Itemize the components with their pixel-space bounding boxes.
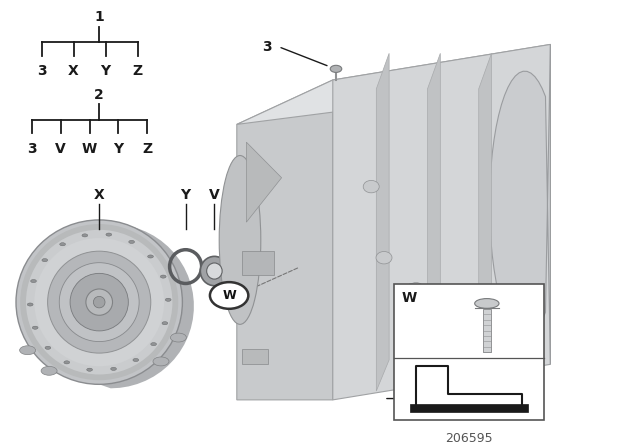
Polygon shape (333, 44, 550, 400)
Ellipse shape (86, 368, 92, 371)
Text: Y: Y (180, 188, 191, 202)
Ellipse shape (42, 258, 47, 262)
Ellipse shape (82, 234, 88, 237)
Ellipse shape (111, 367, 116, 370)
Ellipse shape (47, 251, 151, 353)
Text: —Z: —Z (435, 310, 460, 325)
Ellipse shape (151, 343, 157, 346)
Ellipse shape (28, 303, 33, 306)
Ellipse shape (330, 65, 342, 73)
Text: W: W (82, 142, 97, 156)
Ellipse shape (60, 263, 139, 341)
Ellipse shape (364, 181, 380, 193)
Ellipse shape (475, 298, 499, 308)
Text: Z: Z (132, 65, 143, 78)
Ellipse shape (20, 224, 178, 380)
Text: X: X (94, 188, 104, 202)
Text: 1: 1 (94, 10, 104, 25)
Ellipse shape (165, 298, 171, 302)
Text: V: V (209, 188, 220, 202)
Text: W: W (401, 291, 417, 305)
Bar (242, 251, 274, 276)
Ellipse shape (26, 230, 172, 375)
Ellipse shape (20, 346, 36, 355)
Ellipse shape (133, 358, 139, 362)
Ellipse shape (376, 251, 392, 264)
Text: X: X (68, 65, 79, 78)
Polygon shape (376, 53, 389, 391)
Ellipse shape (129, 240, 134, 243)
Text: Y: Y (113, 142, 124, 156)
Bar (410, 404, 528, 412)
Polygon shape (428, 53, 440, 391)
Text: W: W (222, 289, 236, 302)
Polygon shape (99, 220, 194, 388)
Polygon shape (237, 44, 550, 125)
Ellipse shape (60, 243, 65, 246)
Text: Y: Y (100, 65, 111, 78)
Ellipse shape (70, 273, 128, 331)
Ellipse shape (93, 297, 105, 308)
Circle shape (210, 282, 248, 309)
Ellipse shape (32, 326, 38, 329)
Ellipse shape (35, 238, 164, 366)
Ellipse shape (31, 280, 36, 283)
Ellipse shape (162, 322, 168, 325)
Text: 2: 2 (94, 88, 104, 102)
Text: 3: 3 (262, 40, 272, 54)
Text: 206595: 206595 (445, 432, 493, 445)
Polygon shape (246, 142, 282, 222)
Bar (483, 309, 491, 352)
Polygon shape (479, 53, 492, 391)
Ellipse shape (200, 256, 228, 286)
Ellipse shape (161, 275, 166, 278)
Ellipse shape (399, 314, 420, 321)
Ellipse shape (64, 361, 70, 364)
Text: Z: Z (142, 142, 152, 156)
Ellipse shape (86, 289, 113, 315)
Ellipse shape (106, 233, 112, 236)
Bar (242, 349, 268, 364)
Ellipse shape (45, 346, 51, 349)
Ellipse shape (16, 220, 182, 384)
Text: V: V (56, 142, 66, 156)
Ellipse shape (170, 333, 186, 342)
Ellipse shape (153, 357, 169, 366)
Ellipse shape (207, 263, 222, 279)
Ellipse shape (408, 283, 424, 295)
Text: 3: 3 (36, 65, 47, 78)
Polygon shape (490, 44, 550, 364)
Text: 3: 3 (27, 142, 37, 156)
Ellipse shape (148, 255, 154, 258)
Bar (394, 284, 544, 420)
Polygon shape (237, 80, 333, 400)
Ellipse shape (219, 155, 261, 324)
Ellipse shape (41, 366, 57, 375)
